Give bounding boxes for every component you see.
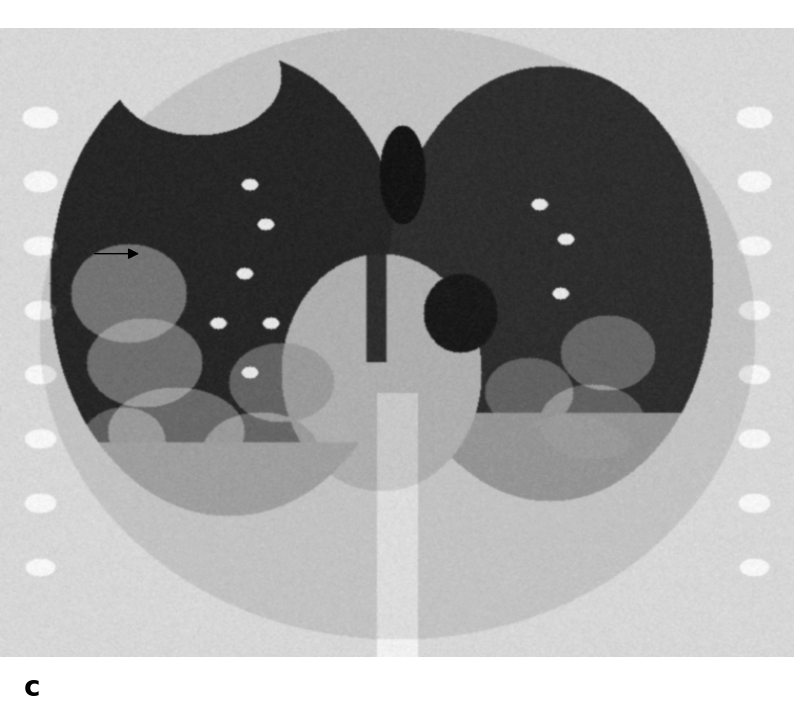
Text: c: c — [24, 674, 40, 702]
